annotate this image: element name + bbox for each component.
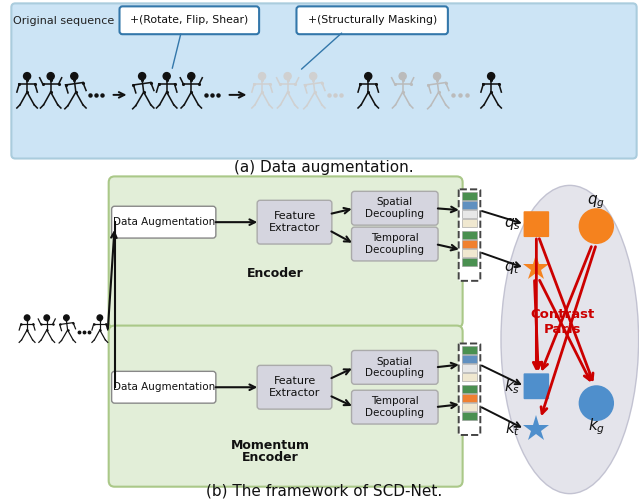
Circle shape bbox=[284, 72, 291, 80]
Text: Spatial
Decoupling: Spatial Decoupling bbox=[365, 357, 424, 378]
Circle shape bbox=[163, 72, 170, 80]
Text: Data Augmentation: Data Augmentation bbox=[113, 217, 215, 227]
FancyBboxPatch shape bbox=[351, 227, 438, 261]
Text: Temporal
Decoupling: Temporal Decoupling bbox=[365, 233, 424, 255]
FancyBboxPatch shape bbox=[296, 7, 448, 34]
Bar bbox=[461, 373, 477, 381]
Circle shape bbox=[71, 72, 78, 80]
Text: $\boldsymbol{q_t}$: $\boldsymbol{q_t}$ bbox=[504, 260, 520, 276]
Bar bbox=[461, 364, 477, 372]
Circle shape bbox=[24, 72, 31, 80]
FancyBboxPatch shape bbox=[524, 373, 549, 399]
FancyBboxPatch shape bbox=[257, 365, 332, 409]
FancyBboxPatch shape bbox=[109, 325, 463, 487]
Text: $\boldsymbol{k_s}$: $\boldsymbol{k_s}$ bbox=[504, 377, 520, 395]
Ellipse shape bbox=[501, 186, 639, 493]
Bar bbox=[461, 201, 477, 209]
Text: Feature
Extractor: Feature Extractor bbox=[269, 211, 320, 233]
Circle shape bbox=[488, 72, 495, 80]
FancyBboxPatch shape bbox=[351, 191, 438, 225]
Text: $\boldsymbol{k_g}$: $\boldsymbol{k_g}$ bbox=[588, 416, 605, 437]
FancyBboxPatch shape bbox=[120, 7, 259, 34]
Text: +(Structurally Masking): +(Structurally Masking) bbox=[308, 15, 436, 25]
Circle shape bbox=[139, 72, 146, 80]
Text: Momentum: Momentum bbox=[230, 440, 309, 452]
Circle shape bbox=[44, 315, 49, 320]
Circle shape bbox=[188, 72, 195, 80]
Text: $\boldsymbol{q_g}$: $\boldsymbol{q_g}$ bbox=[588, 194, 605, 211]
Circle shape bbox=[63, 315, 69, 320]
Text: +(Rotate, Flip, Shear): +(Rotate, Flip, Shear) bbox=[130, 15, 248, 25]
Bar bbox=[461, 210, 477, 218]
Circle shape bbox=[579, 208, 614, 244]
FancyBboxPatch shape bbox=[524, 211, 549, 237]
Bar bbox=[461, 412, 477, 420]
Circle shape bbox=[365, 72, 372, 80]
FancyBboxPatch shape bbox=[459, 344, 481, 435]
Bar bbox=[461, 192, 477, 200]
Circle shape bbox=[47, 72, 54, 80]
Text: Data Augmentation: Data Augmentation bbox=[113, 382, 215, 392]
Circle shape bbox=[310, 72, 317, 80]
Bar bbox=[461, 249, 477, 257]
Circle shape bbox=[399, 72, 406, 80]
Text: Encoder: Encoder bbox=[246, 268, 303, 280]
Circle shape bbox=[433, 72, 440, 80]
Text: (b) The framework of SCD-Net.: (b) The framework of SCD-Net. bbox=[206, 483, 442, 498]
Circle shape bbox=[259, 72, 266, 80]
Text: Original sequence: Original sequence bbox=[13, 16, 114, 26]
FancyBboxPatch shape bbox=[109, 177, 463, 327]
Bar bbox=[461, 240, 477, 248]
FancyBboxPatch shape bbox=[459, 189, 481, 281]
FancyBboxPatch shape bbox=[351, 390, 438, 424]
FancyBboxPatch shape bbox=[111, 206, 216, 238]
Text: Spatial
Decoupling: Spatial Decoupling bbox=[365, 198, 424, 219]
Text: Temporal
Decoupling: Temporal Decoupling bbox=[365, 396, 424, 418]
FancyBboxPatch shape bbox=[111, 371, 216, 403]
Text: Feature
Extractor: Feature Extractor bbox=[269, 376, 320, 398]
Bar bbox=[461, 394, 477, 402]
Bar bbox=[461, 231, 477, 239]
Bar bbox=[461, 356, 477, 363]
Text: Encoder: Encoder bbox=[241, 451, 298, 464]
Text: (a) Data augmentation.: (a) Data augmentation. bbox=[234, 160, 414, 175]
FancyBboxPatch shape bbox=[12, 4, 637, 158]
FancyBboxPatch shape bbox=[351, 351, 438, 384]
Circle shape bbox=[97, 315, 102, 320]
Bar bbox=[461, 347, 477, 355]
Circle shape bbox=[24, 315, 30, 320]
Text: $\boldsymbol{q_s}$: $\boldsymbol{q_s}$ bbox=[504, 216, 520, 232]
Bar bbox=[461, 258, 477, 266]
Bar bbox=[461, 385, 477, 393]
Bar bbox=[461, 219, 477, 227]
Text: Contrast
Paris: Contrast Paris bbox=[531, 308, 595, 336]
FancyBboxPatch shape bbox=[257, 200, 332, 244]
Circle shape bbox=[579, 385, 614, 421]
Text: $\boldsymbol{k_t}$: $\boldsymbol{k_t}$ bbox=[506, 420, 520, 438]
Bar bbox=[461, 403, 477, 411]
